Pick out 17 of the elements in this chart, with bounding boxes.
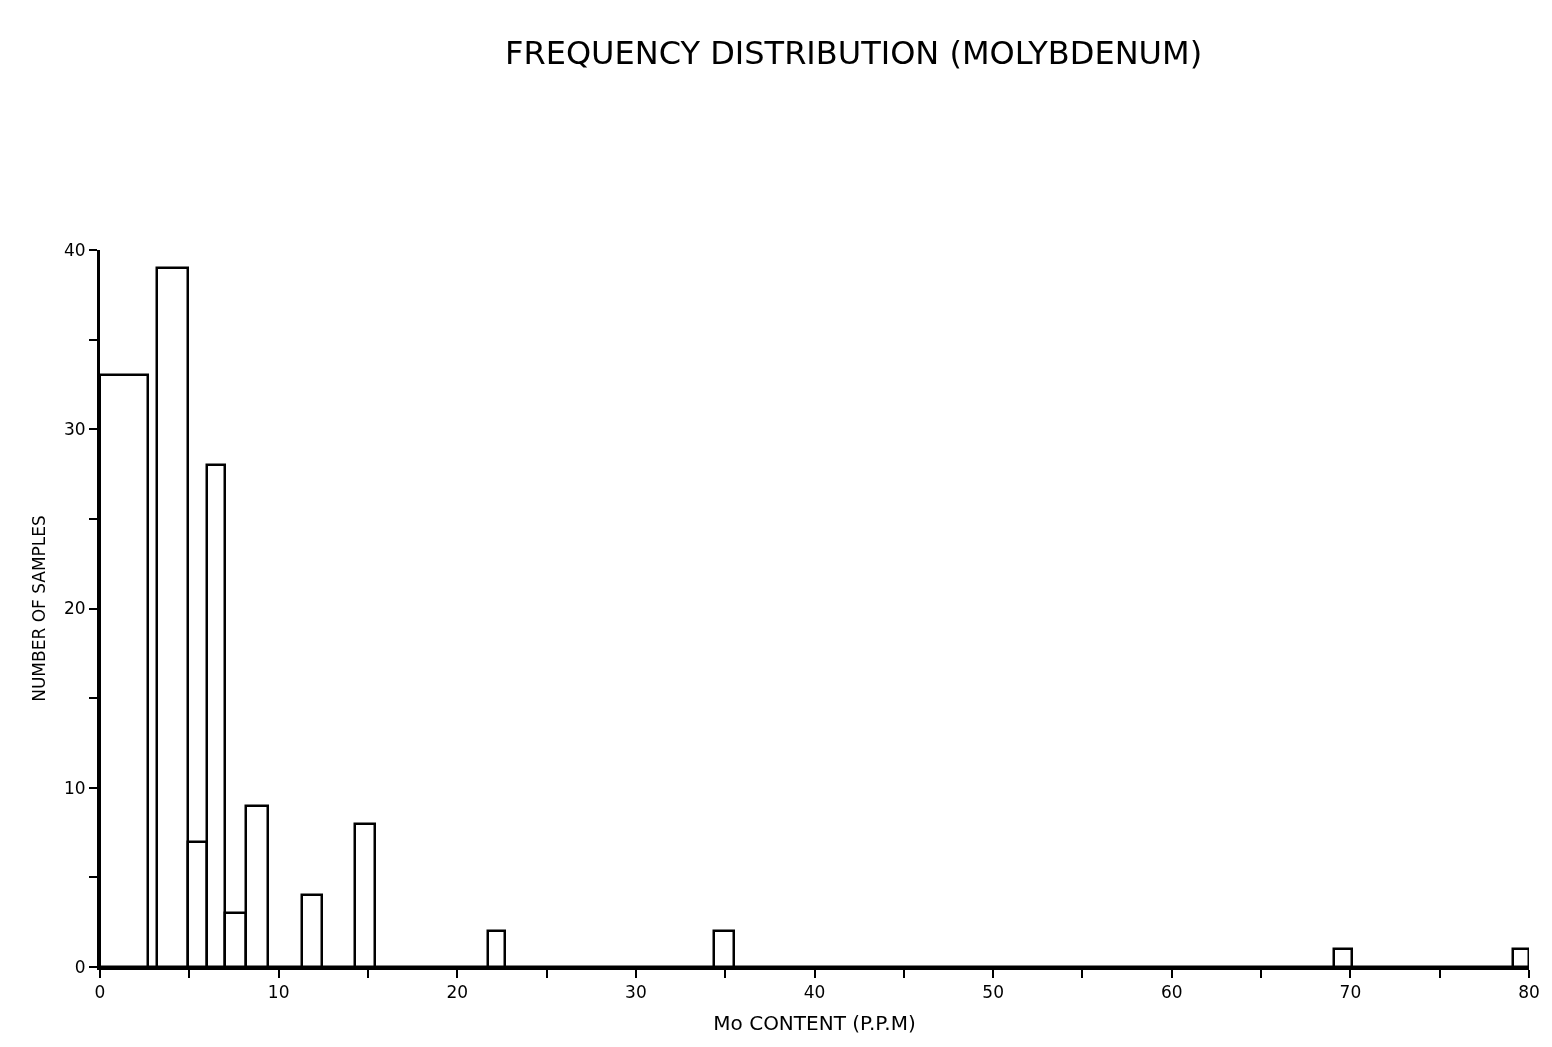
y-tick-label: 20 bbox=[63, 598, 86, 619]
x-tick-label: 40 bbox=[803, 982, 826, 1003]
y-tick-label: 40 bbox=[63, 239, 86, 260]
x-tick-label: 70 bbox=[1339, 982, 1362, 1003]
x-tick-label: 60 bbox=[1160, 982, 1183, 1003]
y-tick-label: 10 bbox=[63, 777, 86, 798]
x-tick-label: 30 bbox=[625, 982, 647, 1003]
chart-title: FREQUENCY DISTRIBUTION (MOLYBDENUM) bbox=[505, 34, 1203, 73]
y-tick-label: 0 bbox=[74, 956, 86, 977]
x-tick-label: 0 bbox=[94, 982, 106, 1003]
y-tick-label: 30 bbox=[63, 419, 86, 440]
x-tick-label: 50 bbox=[982, 982, 1004, 1003]
x-axis-title: Mo CONTENT (P.P.M) bbox=[713, 1010, 916, 1035]
x-tick-label: 20 bbox=[446, 982, 469, 1003]
x-tick-label: 80 bbox=[1518, 982, 1540, 1003]
x-tick-label: 10 bbox=[267, 982, 290, 1003]
y-axis-title: NUMBER OF SAMPLES bbox=[28, 515, 49, 702]
